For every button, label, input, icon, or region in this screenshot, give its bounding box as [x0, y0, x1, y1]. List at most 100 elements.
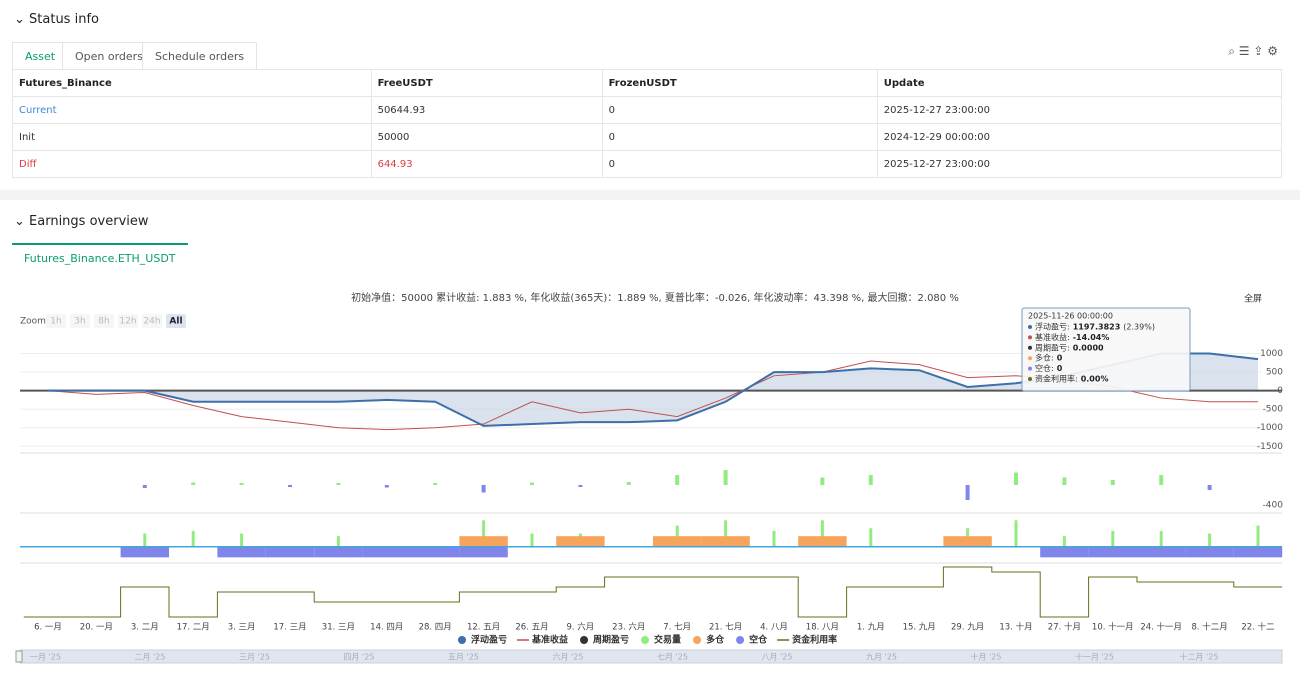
bar — [1111, 530, 1115, 547]
bar — [1159, 530, 1163, 547]
x-tick-label: 27. 十月 — [1048, 622, 1081, 633]
legend-label[interactable]: 基准收益 — [531, 634, 568, 646]
bar — [482, 520, 486, 547]
bar — [120, 546, 169, 558]
navigator-label: 十一月 '25 — [1075, 652, 1114, 662]
asset-table: Futures_Binance FreeUSDT FrozenUSDT Update … — [12, 69, 1283, 178]
zoom-button-label[interactable]: 8h — [98, 317, 109, 327]
x-tick-label: 3. 三月 — [228, 623, 256, 633]
zoom-button[interactable] — [46, 314, 66, 328]
tooltip-dot — [1028, 356, 1032, 361]
tooltip-dot — [1028, 335, 1032, 340]
navigator-label: 十二月 '25 — [1180, 652, 1219, 662]
bar — [724, 520, 728, 547]
th: FrozenUSDT — [601, 69, 878, 97]
x-tick-label: 26. 五月 — [515, 623, 548, 633]
legend-label[interactable]: 交易量 — [654, 634, 681, 646]
cell: 50644.93 — [370, 96, 603, 124]
navigator-label: 八月 '25 — [762, 653, 793, 662]
bar — [1014, 520, 1018, 547]
bar — [433, 483, 438, 485]
zoom-button-label[interactable]: 3h — [74, 317, 85, 327]
zoom-button-label[interactable]: All — [169, 317, 182, 327]
tooltip-value: 0.00% — [1081, 375, 1109, 384]
cell: 0 — [601, 96, 878, 124]
th: FreeUSDT — [370, 69, 603, 97]
th: Futures_Binance — [12, 69, 372, 97]
status-header[interactable]: ⌄ Status info — [14, 12, 99, 27]
cell: Diff — [12, 150, 372, 178]
tab[interactable]: Open orders — [62, 42, 156, 70]
tab[interactable]: Futures_Binance.ETH_USDT — [12, 243, 188, 273]
cell: 644.93 — [370, 150, 603, 178]
y-tick-label: 500 — [1266, 368, 1283, 378]
x-tick-label: 23. 六月 — [612, 622, 645, 633]
zoom-button[interactable] — [118, 314, 138, 328]
tooltip-value: 0 — [1057, 354, 1063, 363]
tooltip-value: 0 — [1057, 364, 1063, 373]
legend-label[interactable]: 浮动盈亏 — [471, 634, 507, 646]
bar — [965, 485, 970, 500]
y-tick-label: 1000 — [1260, 349, 1283, 359]
navigator-label: 一月 '25 — [30, 653, 61, 662]
tooltip-label: 多仓: — [1035, 353, 1054, 363]
x-tick-label: 4. 八月 — [760, 623, 788, 633]
zoom-label: Zoom — [20, 317, 46, 327]
bar — [868, 475, 873, 485]
x-tick-label: 1. 九月 — [857, 623, 885, 633]
x-tick-label: 13. 十月 — [999, 622, 1032, 633]
zoom-button-label[interactable]: 1h — [50, 317, 61, 327]
y-tick-label: -400 — [1263, 501, 1284, 511]
bar — [1137, 546, 1186, 558]
bar — [481, 485, 486, 493]
cell: 2025-12-27 23:00:00 — [876, 96, 1283, 124]
fullscreen[interactable]: 全屏 — [1244, 293, 1262, 305]
bar — [701, 536, 750, 547]
bar — [820, 520, 824, 547]
zoom-button[interactable] — [94, 314, 114, 328]
tooltip-label: 浮动盈亏: — [1035, 322, 1070, 332]
tooltip-label: 空仓: — [1035, 363, 1054, 373]
bar — [240, 533, 244, 547]
x-tick-label: 20. 一月 — [80, 623, 113, 633]
bar — [1233, 546, 1283, 558]
bar — [1062, 536, 1066, 547]
cell: 2024-12-29 00:00:00 — [876, 123, 1283, 151]
zoom-button[interactable] — [166, 314, 186, 328]
zoom-button[interactable] — [142, 314, 162, 328]
tab[interactable]: Schedule orders — [142, 42, 258, 70]
legend-label[interactable]: 资金利用率 — [792, 634, 837, 646]
navigator-label: 九月 '25 — [866, 653, 897, 662]
cell: 0 — [601, 123, 878, 151]
navigator-label: 五月 '25 — [448, 653, 479, 662]
bar — [191, 482, 196, 485]
x-tick-label: 17. 二月 — [177, 623, 210, 633]
tooltip-time: 2025-11-26 00:00:00 — [1028, 312, 1113, 321]
bar — [530, 482, 534, 485]
x-tick-label: 8. 十二月 — [1191, 622, 1227, 633]
y-tick-label: -500 — [1263, 405, 1284, 415]
separator — [0, 190, 1300, 200]
bar — [265, 546, 315, 558]
zoom-button-label[interactable]: 24h — [143, 317, 160, 327]
legend-label[interactable]: 多仓 — [706, 634, 725, 646]
zoom-button-label[interactable]: 12h — [119, 317, 136, 327]
x-tick-label: 10. 十一月 — [1092, 622, 1134, 633]
zoom-button[interactable] — [70, 314, 90, 328]
legend-label[interactable]: 空仓 — [749, 634, 768, 646]
x-tick-label: 3. 二月 — [131, 623, 159, 633]
toolbar-icons[interactable]: ⌕ ☰ ⇪ ⚙ — [1228, 44, 1278, 58]
bar — [1110, 480, 1115, 485]
navigator-handle[interactable] — [15, 650, 23, 663]
cell: 50000 — [370, 123, 603, 151]
tooltip-value: 0.0000 — [1073, 343, 1104, 352]
legend-symbol — [458, 636, 466, 644]
legend-label[interactable]: 周期盈亏 — [593, 634, 629, 646]
cell: 2025-12-27 23:00:00 — [876, 150, 1283, 178]
navigator-label: 六月 '25 — [553, 652, 584, 662]
tab[interactable]: Asset — [12, 42, 69, 70]
x-tick-label: 28. 四月 — [419, 623, 452, 633]
earnings-header[interactable]: ⌄ Earnings overview — [14, 214, 149, 229]
